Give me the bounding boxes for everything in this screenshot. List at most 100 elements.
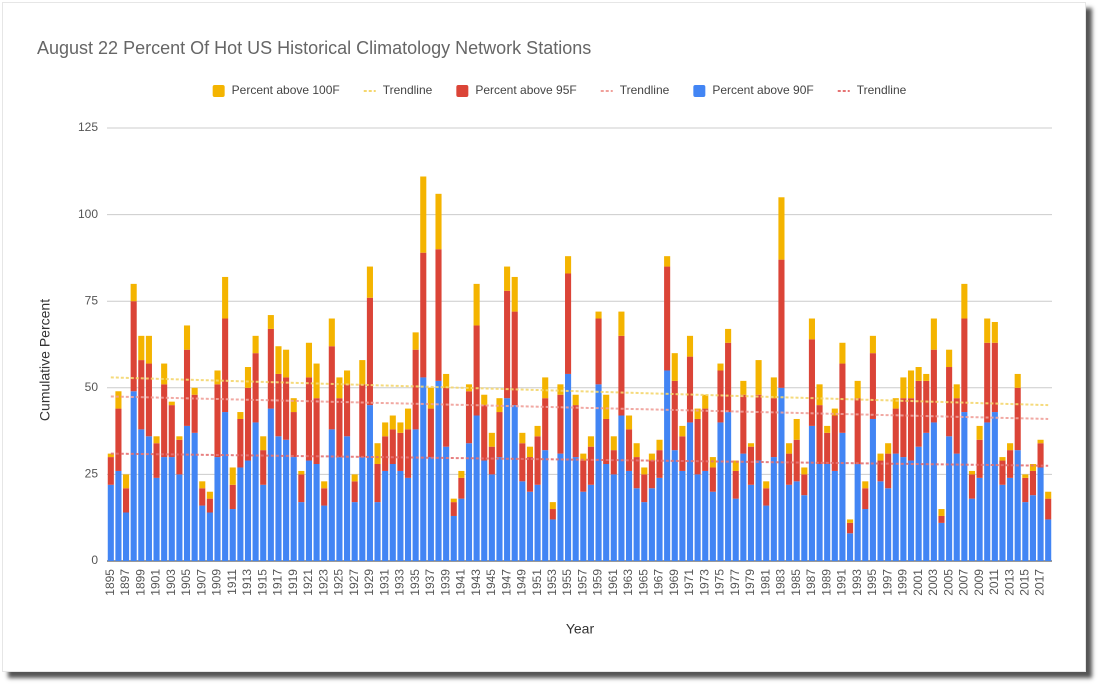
bar-segment (580, 460, 587, 492)
bar-segment (328, 429, 335, 561)
bar-segment (526, 446, 534, 458)
x-tick-label: 1991 (835, 569, 849, 596)
bar-segment (1022, 477, 1029, 503)
bar-segment (321, 505, 328, 561)
bar-segment (397, 470, 404, 561)
bar-segment (679, 470, 686, 561)
x-tick-label: 1983 (774, 569, 788, 596)
bar-segment (816, 464, 823, 561)
x-tick-label: 1897 (118, 569, 132, 596)
bar-segment (793, 481, 800, 561)
bar-segment (778, 259, 785, 388)
bar-segment (709, 491, 716, 561)
bar-segment (740, 380, 747, 395)
x-tick-label: 1955 (560, 569, 574, 596)
bar-segment (191, 432, 198, 561)
x-tick-label: 1953 (545, 569, 559, 596)
bar-segment (511, 276, 518, 312)
x-tick-label: 2007 (957, 569, 971, 596)
bar-segment (831, 470, 838, 561)
legend-label: Percent above 100F (232, 83, 340, 97)
bar-segment (740, 453, 747, 561)
bar-segment (755, 460, 762, 561)
x-tick-label: 1921 (301, 569, 315, 596)
bar-segment (877, 453, 884, 461)
bar-segment (946, 367, 953, 437)
bar-segment (732, 498, 739, 561)
bar-segment (549, 502, 556, 510)
bar-segment (298, 502, 305, 561)
bar-segment (427, 457, 434, 561)
bar-segment (976, 425, 983, 440)
bar-segment (557, 384, 564, 395)
bar-segment (732, 460, 739, 471)
bar-segment (557, 453, 564, 561)
bar-segment (130, 391, 137, 561)
bar-segment (846, 522, 854, 534)
bar-segment (496, 398, 503, 413)
bar-segment (450, 502, 457, 516)
x-tick-label: 1905 (179, 569, 193, 596)
bar-segment (519, 481, 526, 561)
bar-segment (755, 360, 762, 395)
bar-segment (458, 477, 465, 499)
legend-label: Percent above 90F (712, 83, 813, 97)
x-tick-label: 1925 (332, 569, 346, 596)
bar-segment (153, 477, 160, 561)
bar-segment (206, 498, 213, 513)
x-tick-label: 1937 (423, 569, 437, 596)
x-tick-label: 1997 (880, 569, 894, 596)
bar-segment (603, 418, 610, 465)
bar-segment (222, 412, 229, 561)
bar-segment (526, 457, 534, 492)
bar-segment (1022, 474, 1029, 478)
bar-segment (389, 415, 396, 430)
x-tick-label: 1929 (362, 569, 376, 596)
bar-segment (366, 266, 373, 298)
bar-segment (404, 429, 412, 478)
bar-segment (991, 342, 998, 413)
x-tick-label: 1933 (393, 569, 407, 596)
bar-segment (717, 370, 724, 423)
bar-segment (862, 488, 869, 510)
bar-segment (465, 391, 473, 444)
bar-segment (923, 380, 930, 433)
bar-segment (968, 474, 976, 499)
bar-segment (618, 415, 625, 561)
bar-segment (930, 318, 937, 350)
bar-segment (145, 436, 152, 561)
bar-segment (214, 370, 221, 385)
bar-segment (519, 443, 526, 482)
legend-swatch (456, 85, 469, 97)
bar-segment (504, 398, 511, 561)
bar-segment (984, 342, 991, 423)
bar-segment (946, 349, 953, 368)
bar-segment (694, 474, 701, 561)
bar-segment (923, 432, 930, 561)
bar-segment (984, 318, 991, 343)
x-tick-label: 1941 (454, 569, 468, 596)
bar-segment (107, 484, 114, 561)
x-tick-label: 2011 (987, 569, 1001, 595)
bar-segment (351, 474, 358, 482)
bar-segment (1037, 443, 1044, 468)
bar-segment (968, 498, 976, 561)
x-tick-label: 1939 (438, 569, 452, 596)
bar-segment (145, 363, 152, 437)
trendline (110, 376, 1049, 407)
bar-segment (534, 484, 541, 561)
bar-segment (465, 443, 473, 561)
bar-segment (344, 436, 351, 561)
bar-segment (115, 408, 122, 471)
y-tick-label: 125 (78, 120, 98, 134)
bar-segment (374, 443, 381, 465)
bar-segment (237, 412, 244, 419)
bar-segment (542, 398, 549, 451)
bar-segment (488, 432, 495, 447)
bar-segment (625, 415, 633, 430)
legend-swatch (212, 85, 225, 97)
bar-segment (580, 453, 587, 461)
bar-segment (664, 370, 671, 561)
bar-segment (587, 436, 594, 447)
x-tick-label: 1917 (271, 569, 285, 596)
